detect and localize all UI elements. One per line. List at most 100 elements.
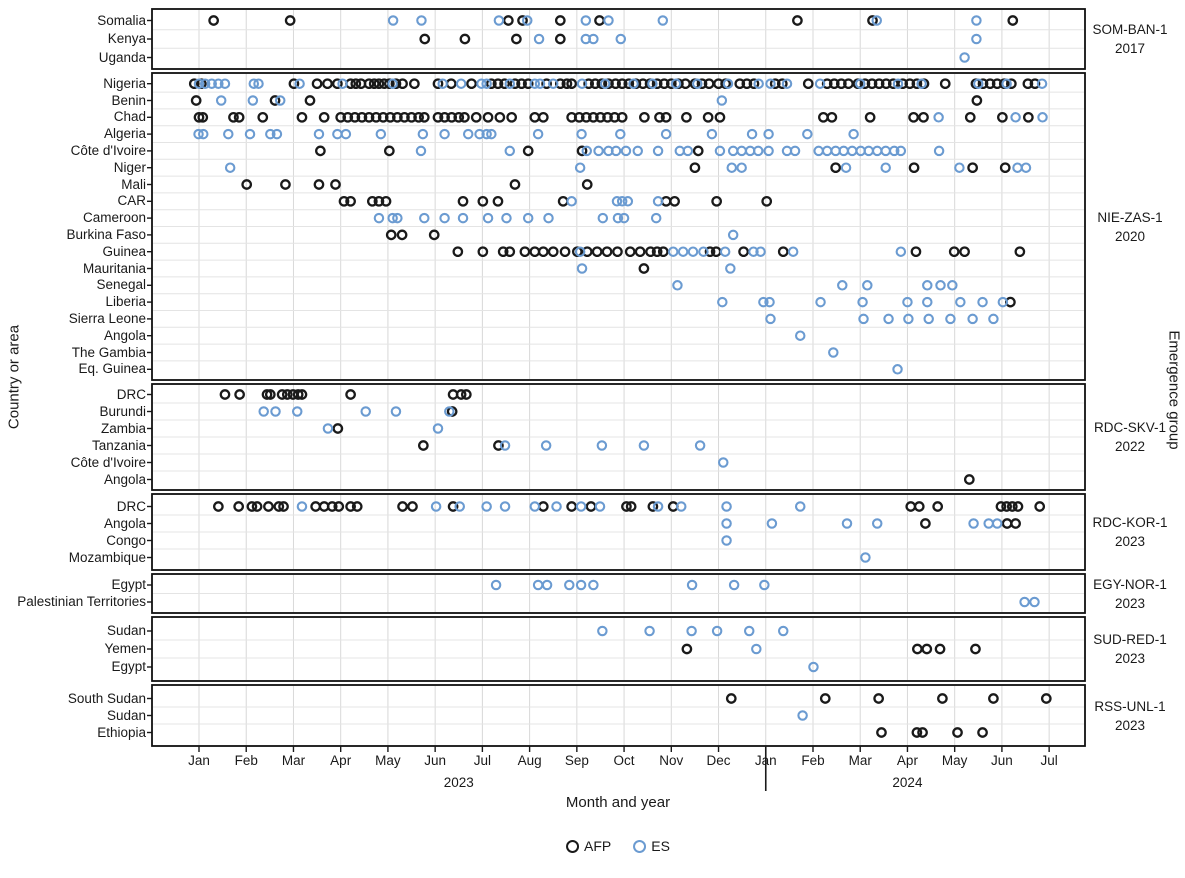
es-dot-niger: [1020, 162, 1032, 173]
group-name: RSS-UNL-1: [1094, 698, 1166, 714]
row-label-burundi: Burundi: [99, 403, 146, 419]
es-dot-cameroon: [439, 212, 450, 224]
es-dot-car: [652, 196, 664, 207]
afp-dot-nigeria: [1029, 78, 1041, 90]
es-dot-nigeria: [294, 78, 305, 89]
afp-dot-nigeria: [432, 78, 444, 90]
group-label-egy-nor-1: EGY-NOR-1 2023: [1089, 575, 1171, 613]
es-dot-algeria: [746, 128, 758, 140]
afp-dot-nigeria: [866, 78, 878, 90]
afp-dot-chad: [616, 111, 628, 123]
row-label-senegal: Senegal: [96, 277, 146, 293]
afp-dot-nigeria: [499, 78, 510, 90]
afp-dot-drc: [647, 501, 659, 512]
afp-dot-nigeria: [802, 78, 814, 90]
afp-dot-c-te-d-ivoire: [576, 145, 588, 157]
afp-dot-south-sudan: [725, 693, 737, 704]
afp-dot-nigeria: [776, 78, 788, 90]
afp-dot-benin: [304, 95, 316, 106]
es-dot-drc: [430, 501, 442, 512]
row-label-c-te-d-ivoire: Côte d'Ivoire: [70, 454, 146, 470]
es-dot-cameroon: [482, 212, 494, 224]
es-dot-car: [622, 196, 634, 207]
afp-dot-drc: [333, 501, 345, 512]
afp-dot-somalia: [594, 15, 605, 26]
es-dot-nigeria: [781, 78, 793, 89]
es-dot-burundi: [444, 406, 455, 417]
afp-dot-nigeria: [859, 78, 871, 90]
es-dot-drc: [794, 501, 806, 512]
row-label-zambia: Zambia: [100, 420, 146, 436]
es-dot-c-te-d-ivoire: [846, 145, 858, 157]
afp-dot-nigeria: [390, 78, 402, 90]
afp-dot-chad: [377, 111, 389, 123]
x-tick-label-5: Jun: [424, 753, 447, 768]
es-dot-c-te-d-ivoire: [763, 145, 774, 157]
afp-dot-chad: [197, 111, 209, 123]
afp-dot-mauritania: [638, 263, 650, 274]
afp-dot-chad: [392, 111, 403, 123]
afp-dot-drc: [625, 501, 637, 512]
x-tick-label-0: Jan: [188, 753, 210, 768]
es-dot-algeria: [481, 128, 492, 140]
afp-marker-icon: [566, 839, 580, 853]
afp-dot-chad: [660, 111, 672, 123]
group-year: 2023: [1114, 717, 1146, 733]
es-dot-liberia: [902, 296, 913, 308]
afp-dot-drc: [219, 389, 231, 400]
es-dot-algeria: [486, 128, 497, 140]
afp-dot-somalia: [1007, 15, 1019, 26]
es-dot-nigeria: [1036, 78, 1048, 89]
es-dot-algeria: [615, 128, 626, 140]
afp-dot-kenya: [511, 33, 522, 45]
afp-dot-nigeria: [397, 78, 408, 90]
afp-dot-nigeria: [363, 78, 375, 90]
es-dot-burundi: [360, 406, 371, 417]
x-tick-label-8: Sep: [564, 753, 589, 768]
legend: AFP ES: [566, 838, 670, 854]
es-dot-nigeria: [193, 78, 205, 89]
afp-dot-guinea: [497, 246, 509, 258]
afp-dot-niger: [967, 162, 978, 174]
es-dot-c-te-d-ivoire: [714, 145, 726, 157]
afp-dot-c-te-d-ivoire: [315, 145, 326, 157]
es-dot-liberia: [922, 296, 933, 308]
es-dot-nigeria: [253, 78, 264, 89]
row-label-c-te-d-ivoire: Côte d'Ivoire: [70, 142, 146, 158]
afp-dot-drc: [460, 389, 472, 400]
afp-dot-ethiopia: [917, 727, 928, 738]
afp-dot-guinea: [657, 246, 669, 258]
es-dot-sierra-leone: [945, 313, 956, 325]
afp-dot-drc: [455, 389, 467, 400]
afp-dot-nigeria: [880, 78, 892, 90]
row-label-nigeria: Nigeria: [103, 75, 146, 91]
x-tick-label-3: Apr: [330, 753, 352, 768]
afp-dot-benin: [971, 95, 983, 106]
afp-dot-ethiopia: [952, 727, 963, 738]
afp-dot-nigeria: [658, 78, 670, 90]
es-dot-burkina-faso: [727, 229, 739, 241]
afp-dot-nigeria: [835, 78, 847, 90]
es-dot-senegal: [837, 280, 848, 291]
es-dot-somalia: [971, 15, 982, 26]
row-label-palestinian-territories: Palestinian Territories: [17, 594, 146, 609]
afp-dot-guinea: [1014, 246, 1026, 258]
es-dot-tanzania: [638, 440, 650, 451]
es-dot-cameroon: [543, 212, 554, 224]
afp-dot-chad: [654, 111, 665, 123]
es-dot-guinea: [895, 246, 907, 257]
es-dot-nigeria: [892, 78, 904, 89]
es-dot-mozambique: [860, 552, 871, 563]
es-dot-cameroon: [522, 212, 534, 224]
group-year: 2023: [1114, 651, 1146, 666]
afp-dot-guinea: [948, 246, 960, 258]
es-dot-algeria: [193, 128, 204, 140]
x-tick-label-7: Aug: [517, 753, 542, 768]
es-dot-egypt: [808, 661, 819, 673]
afp-dot-nigeria: [486, 78, 497, 90]
es-dot-liberia: [857, 296, 868, 308]
afp-dot-niger: [830, 162, 842, 174]
panel-border-rdc-kor-1: [151, 493, 1086, 571]
row-label-yemen: Yemen: [104, 641, 146, 656]
